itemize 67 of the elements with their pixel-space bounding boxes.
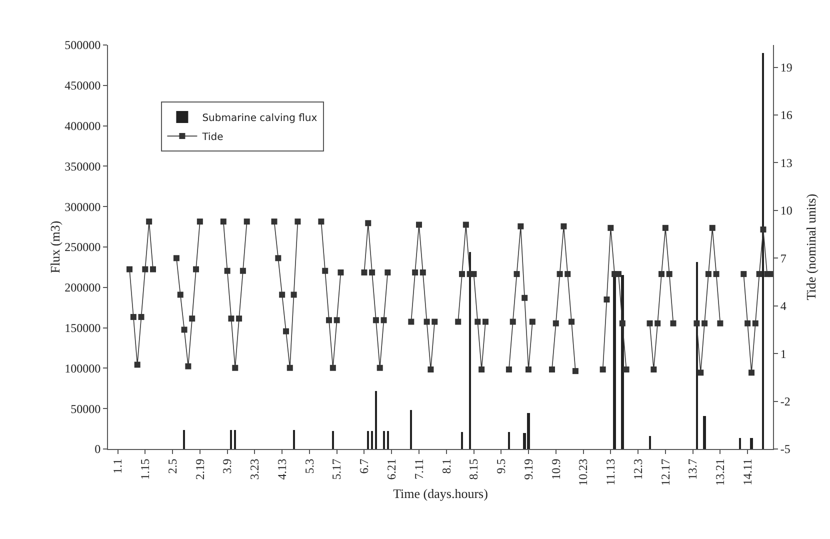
y2-tick-label: 16 [780,108,792,122]
x-tick-label: 9.5 [494,458,508,474]
bar [230,430,232,449]
bar [234,430,236,449]
y-tick-label: 50000 [70,402,101,416]
x-tick-label: 5.17 [330,458,344,480]
y-tick-label: 100000 [64,361,101,376]
bar [508,432,510,449]
x-tick-label: 11.13 [604,458,618,486]
bar [383,431,385,449]
x-tick-label: 9.19 [521,458,536,480]
y2-tick-label: -5 [780,442,790,456]
bar [293,430,295,449]
x-tick-label: 1.15 [138,458,152,480]
bar [367,431,369,449]
y2-tick-label: -2 [780,394,790,408]
y2-tick-label: 1 [780,346,786,361]
bar [387,431,389,449]
x-tick-label: 3.9 [220,458,234,474]
y2-tick-label: 7 [780,251,786,266]
y-axis-title: Flux (m3) [48,220,63,274]
y2-axis-title: Tide (nominal units) [804,194,818,300]
bar [332,431,334,449]
bar [739,438,741,449]
x-tick-label: 7.11 [412,458,426,480]
x-tick-label: 12.3 [630,458,645,480]
x-tick-label: 6.7 [357,458,372,474]
x-tick-label: 8.15 [466,458,481,480]
x-tick-label: 10.23 [576,458,590,486]
bar [375,391,377,449]
bar [649,436,651,449]
bar [527,413,530,449]
bar [371,431,373,449]
y2-tick-label: 19 [780,60,792,74]
y-tick-label: 300000 [64,200,101,214]
legend-label: Tide [201,132,224,143]
bar [183,430,185,449]
x-tick-label: 4.13 [274,458,289,480]
x-tick-label: 1.1 [110,458,125,474]
legend-label: Submarine calving flux [202,112,318,124]
y-tick-label: 350000 [64,159,101,174]
y-tick-label: 150000 [64,321,101,335]
y-tick-label: 250000 [64,240,101,254]
x-tick-label: 8.1 [439,458,454,474]
x-tick-label: 10.9 [548,458,563,480]
x-tick-label: 13.7 [686,458,700,480]
x-tick-label: 5.3 [302,458,316,474]
x-tick-label: 13.21 [713,458,728,486]
x-tick-label: 6.21 [384,458,398,480]
x-tick-label: 12.17 [658,458,672,486]
bar [703,416,706,449]
y-tick-label: 200000 [64,280,101,295]
y-tick-label: 450000 [64,78,101,93]
x-tick-label: 14.11 [740,458,754,486]
x-axis-title: Time (days.hours) [393,486,488,501]
bar [750,438,753,449]
x-tick-label: 2.19 [192,458,207,480]
y-tick-label: 0 [94,442,101,456]
bar [410,410,412,449]
bar [461,432,463,449]
y-tick-label: 500000 [64,38,101,52]
x-tick-label: 2.5 [165,458,180,474]
y2-tick-label: 4 [780,299,786,314]
y-tick-label: 400000 [64,119,101,133]
y2-tick-label: 10 [780,204,792,218]
y2-tick-label: 13 [780,156,792,170]
x-tick-label: 3.23 [248,458,262,480]
